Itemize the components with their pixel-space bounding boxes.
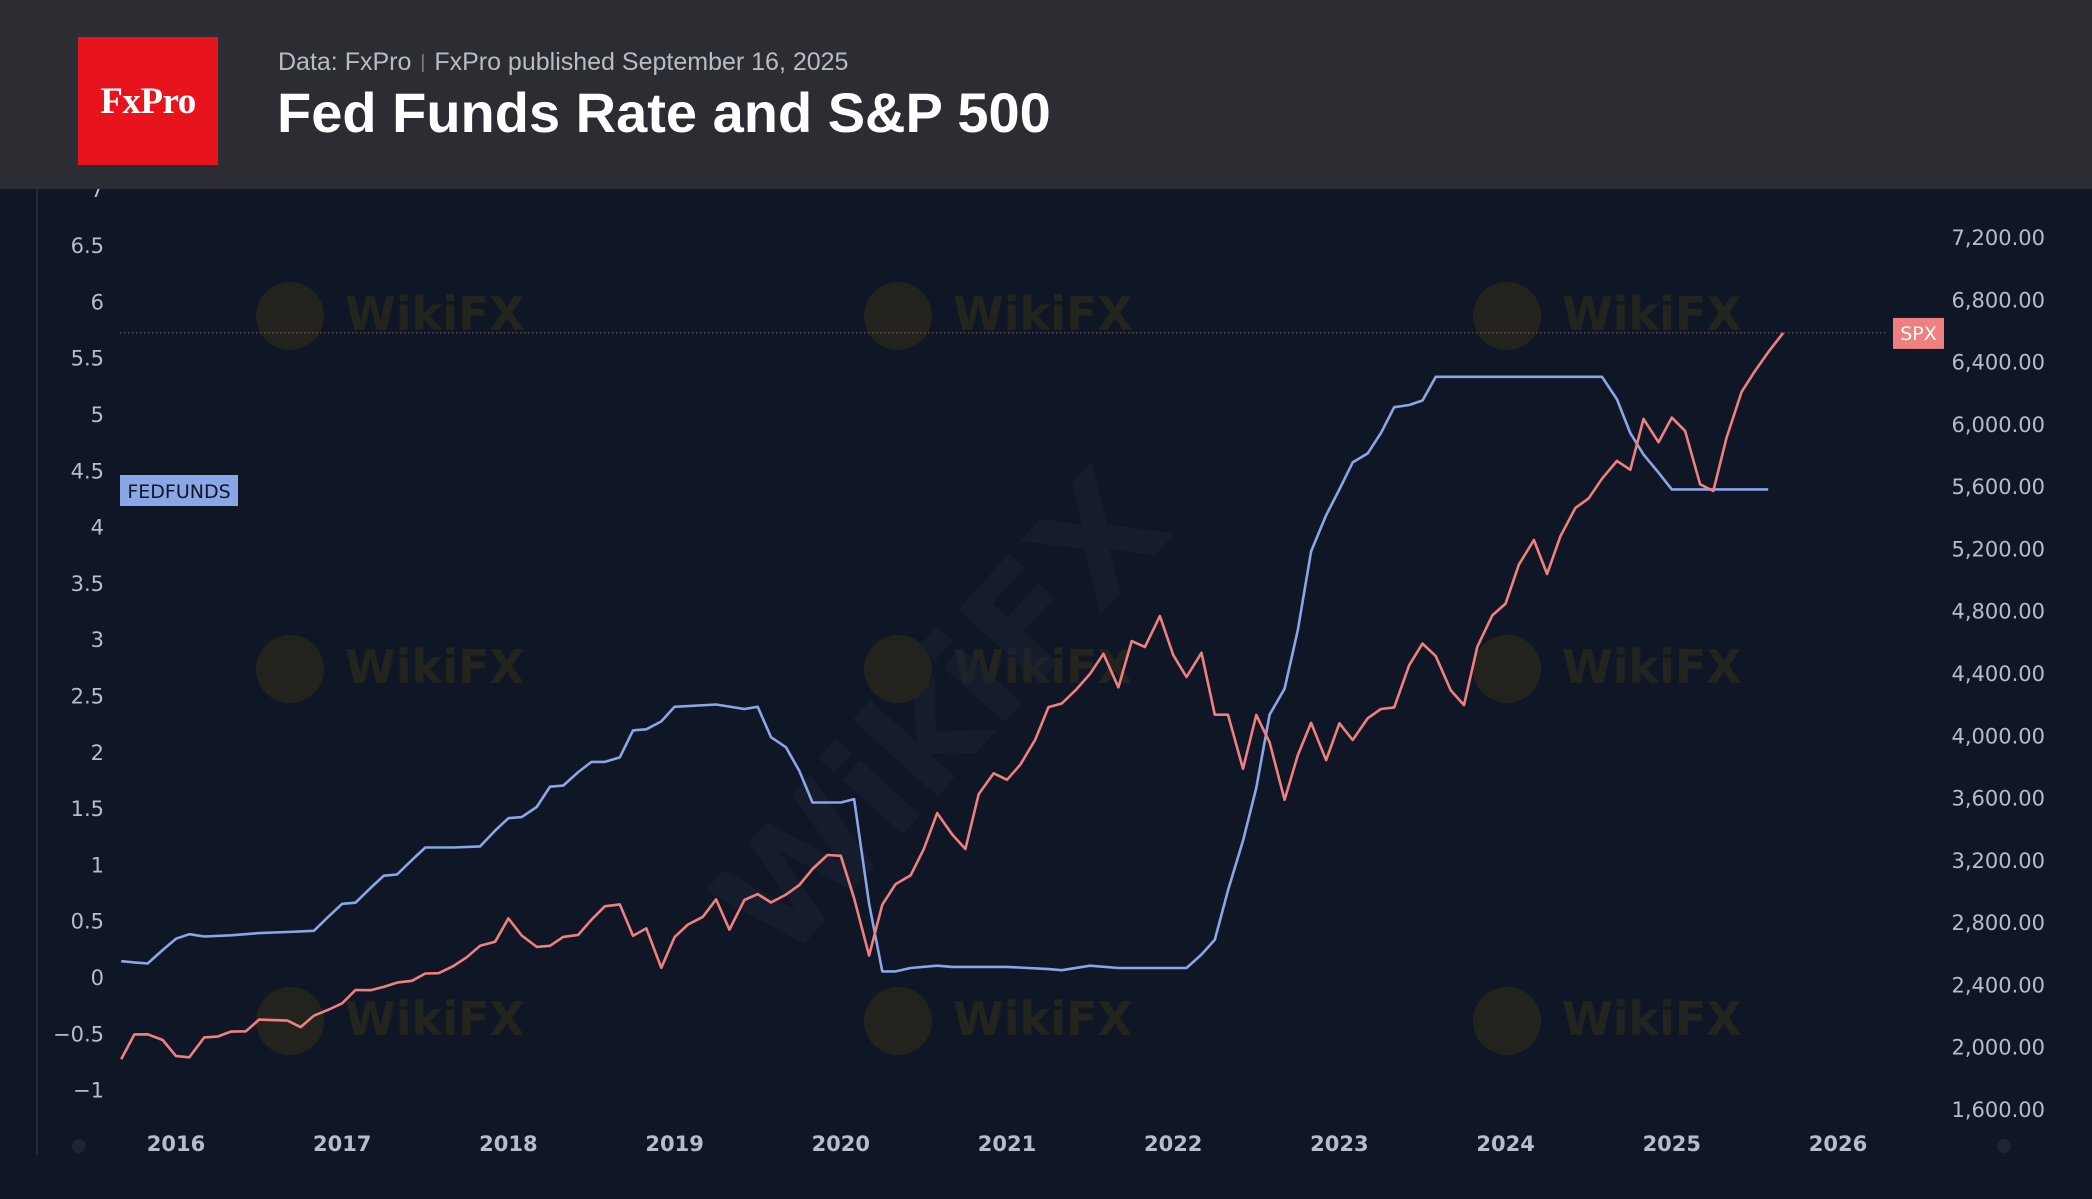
watermark-text: WikiFX (953, 287, 1133, 341)
header-bar: FxPro Data: FxPro | FxPro published Septem… (0, 0, 2092, 189)
left-axis: 6.5 6 5.5 5 4.5 4 3.5 3 2.5 2 1.5 1 0.5 0 −0.5 −1 7 (36, 178, 104, 1155)
watermark-logo-icon (1473, 282, 1541, 350)
x-tick-label: 2019 (645, 1132, 703, 1156)
left-tick-label: −0.5 (53, 1022, 104, 1046)
watermark-logo-icon (864, 282, 932, 350)
right-tick-label: 2,800.00 (1951, 911, 2045, 935)
right-tick-label: 6,800.00 (1951, 288, 2045, 312)
left-tick-label: 4 (91, 516, 104, 540)
watermark-logo-icon (1473, 987, 1541, 1055)
watermark-text: WikiFX (345, 992, 525, 1046)
watermark-logo-icon (256, 282, 324, 350)
right-tick-label: 6,400.00 (1951, 351, 2045, 375)
watermark-text: WikiFX (1562, 287, 1742, 341)
right-tick-label: 4,400.00 (1951, 662, 2045, 686)
fxpro-logo: FxPro (78, 37, 218, 165)
watermark-text: WikiFX (1562, 992, 1742, 1046)
left-tick-label: 5 (91, 403, 104, 427)
right-tick-label: 4,000.00 (1951, 724, 2045, 748)
right-tick-label: 6,000.00 (1951, 413, 2045, 437)
left-tick-label: 3 (91, 628, 104, 652)
fedfunds-series-line (121, 375, 1769, 973)
chart-title: Fed Funds Rate and S&P 500 (277, 81, 1051, 144)
x-tick-label: 2022 (1144, 1132, 1202, 1156)
watermark-logo-icon (864, 987, 932, 1055)
left-tick-label: 3.5 (71, 572, 104, 596)
separator: | (420, 52, 426, 73)
x-tick-label: 2025 (1643, 1132, 1701, 1156)
x-tick-label: 2020 (812, 1132, 870, 1156)
x-tick-label: 2021 (978, 1132, 1036, 1156)
left-tick-label: 2 (91, 741, 104, 765)
watermark-logo-icon (864, 635, 932, 703)
watermark-text: WikiFX (345, 640, 525, 694)
right-tick-label: 5,200.00 (1951, 537, 2045, 561)
left-tick-label: 6.5 (71, 234, 104, 258)
left-tick-label: 2.5 (71, 685, 104, 709)
data-source: Data: FxPro (278, 48, 412, 76)
x-tick-label: 2018 (479, 1132, 537, 1156)
x-tick-label: 2016 (147, 1132, 205, 1156)
left-tick-label: −1 (73, 1079, 104, 1103)
series-layer (120, 332, 1785, 1060)
right-tick-label: 3,600.00 (1951, 787, 2045, 811)
left-tick-label: 1.5 (71, 797, 104, 821)
fedfunds-tag-bg (120, 475, 238, 506)
left-tick-label: 4.5 (71, 459, 104, 483)
watermark-text: WikiFX (953, 992, 1133, 1046)
watermark-text: WikiFX (1562, 640, 1742, 694)
fedfunds-spx-chart: WikiFX WikiFX WikiFX WikiFX WikiFX WikiFX Wiki… (36, 178, 2045, 1156)
right-tick-label: 7,200.00 (1951, 226, 2045, 250)
left-tick-label-clipped: 7 (91, 189, 104, 202)
spx-tag-bg (1893, 317, 1944, 349)
watermark-large-text: WikiFX (681, 439, 1203, 991)
chart-area: WikiFX WikiFX WikiFX WikiFX WikiFX WikiFX Wiki… (0, 178, 2092, 1194)
right-tick-label: 1,600.00 (1951, 1098, 2045, 1122)
watermark-layer: WikiFX WikiFX WikiFX WikiFX WikiFX WikiFX Wiki… (256, 282, 1742, 1055)
right-axis: 7,200.00 6,800.00 6,400.00 6,000.00 5,600.00… (1951, 226, 2045, 1122)
x-tick-label: 2026 (1809, 1132, 1867, 1156)
left-tick-label: 1 (91, 853, 104, 877)
published-date: FxPro published September 16, 2025 (434, 48, 849, 76)
watermark-logo-icon (1473, 635, 1541, 703)
left-tick-label: 0 (91, 966, 104, 990)
right-tick-label: 2,000.00 (1951, 1036, 2045, 1060)
right-tick-label: 5,600.00 (1951, 475, 2045, 499)
time-axis: 2016 2017 2018 2019 2020 2021 2022 2023 2024 2025… (72, 1132, 2011, 1156)
spx-tag-label: SPX (1900, 323, 1937, 345)
x-tick-label: 2024 (1476, 1132, 1534, 1156)
left-tick-label: 6 (91, 290, 104, 314)
source-line: Data: FxPro | FxPro published September 16… (278, 48, 848, 77)
fedfunds-tag-label: FEDFUNDS (127, 481, 230, 503)
right-tick-label: 2,400.00 (1951, 973, 2045, 997)
right-tick-label: 3,200.00 (1951, 849, 2045, 873)
zoom-z-button[interactable] (72, 1139, 86, 1153)
series-tags: FEDFUNDS SPX (120, 317, 1944, 506)
auto-scale-button[interactable] (1997, 1139, 2011, 1153)
watermark-text: WikiFX (953, 640, 1133, 694)
x-tick-label: 2017 (313, 1132, 371, 1156)
watermark-text: WikiFX (345, 287, 525, 341)
spx-series-line (120, 332, 1785, 1060)
right-tick-label: 4,800.00 (1951, 600, 2045, 624)
left-tick-label: 5.5 (71, 347, 104, 371)
watermark-logo-icon (256, 635, 324, 703)
x-tick-label: 2023 (1310, 1132, 1368, 1156)
left-tick-label: 0.5 (71, 910, 104, 934)
